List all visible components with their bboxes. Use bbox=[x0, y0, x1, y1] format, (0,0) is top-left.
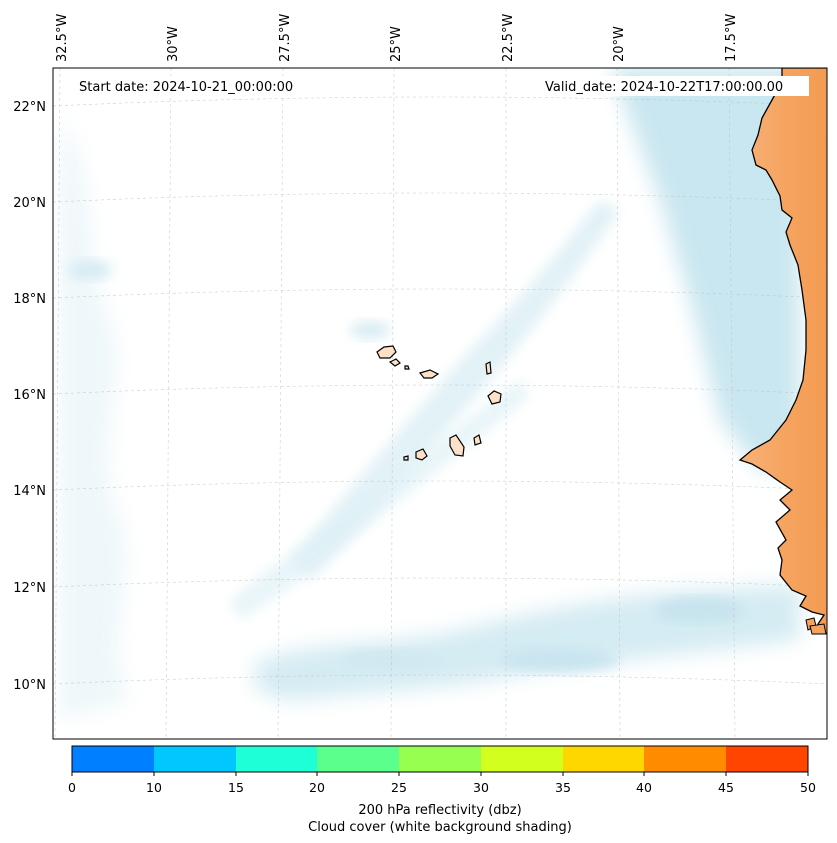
colorbar-label-line1: 200 hPa reflectivity (dbz) bbox=[358, 803, 521, 818]
colorbar-segment-7 bbox=[644, 746, 726, 772]
colorbar-label-line2: Cloud cover (white background shading) bbox=[308, 820, 572, 835]
colorbar-tick-15: 15 bbox=[228, 780, 244, 795]
cloud-band-northeast bbox=[610, 68, 800, 470]
cloud-patch-3 bbox=[500, 648, 620, 672]
colorbar-tick-30: 30 bbox=[473, 780, 489, 795]
colorbar-segment-1 bbox=[154, 746, 236, 772]
start-date-box bbox=[73, 76, 313, 96]
cloud-patch-2 bbox=[350, 321, 390, 339]
island-santa-luzia bbox=[404, 365, 410, 370]
cloud-patch-4 bbox=[340, 650, 440, 670]
valid-date-label: Valid_date: 2024-10-22T17:00:00.00 bbox=[545, 80, 783, 95]
valid-date-box bbox=[539, 76, 809, 96]
graticule bbox=[53, 68, 827, 739]
colorbar-tick-labels: 0 10 15 20 25 30 35 40 45 50 bbox=[68, 780, 816, 795]
lat-label-18n: 18°N bbox=[13, 292, 46, 307]
africa-landmass bbox=[738, 68, 827, 635]
island-sal bbox=[485, 361, 492, 375]
lon-label-30w: 30°W bbox=[166, 26, 181, 62]
lat-label-10n: 10°N bbox=[13, 678, 46, 693]
colorbar-tick-50: 50 bbox=[800, 780, 816, 795]
colorbar-segment-5 bbox=[481, 746, 563, 772]
cloud-patch-5 bbox=[655, 598, 745, 622]
cape-verde-islands bbox=[376, 345, 502, 461]
lon-label-17-5w: 17.5°W bbox=[724, 14, 739, 62]
lon-label-22-5w: 22.5°W bbox=[501, 14, 516, 62]
cloud-cover-shading bbox=[60, 68, 801, 720]
colorbar-tick-20: 20 bbox=[309, 780, 325, 795]
lon-label-25w: 25°W bbox=[389, 26, 404, 62]
colorbar: 0 10 15 20 25 30 35 40 45 50 200 hPa ref… bbox=[68, 745, 816, 835]
colorbar-segment-2 bbox=[236, 746, 317, 772]
colorbar-segment-4 bbox=[399, 746, 481, 772]
lon-label-32-5w: 32.5°W bbox=[55, 14, 70, 62]
island-fogo bbox=[415, 448, 428, 461]
colorbar-segment-3 bbox=[317, 746, 399, 772]
latitude-labels: 22°N 20°N 18°N 16°N 14°N 12°N 10°N bbox=[13, 100, 46, 693]
lat-label-22n: 22°N bbox=[13, 100, 46, 115]
island-sao-vicente bbox=[388, 358, 401, 367]
colorbar-tick-35: 35 bbox=[555, 780, 571, 795]
lon-label-20w: 20°W bbox=[612, 26, 627, 62]
island-santo-antao bbox=[376, 345, 397, 359]
colorbar-tick-marks bbox=[71, 772, 809, 776]
colorbar-tick-45: 45 bbox=[718, 780, 734, 795]
colorbar-segment-6 bbox=[563, 746, 644, 772]
lat-label-16n: 16°N bbox=[13, 388, 46, 403]
map-content bbox=[53, 68, 827, 739]
longitude-labels: 32.5°W 30°W 27.5°W 25°W 22.5°W 20°W 17.5… bbox=[55, 14, 739, 62]
map-frame bbox=[52, 67, 828, 740]
colorbar-tick-10: 10 bbox=[146, 780, 162, 795]
colorbar-segment-8 bbox=[726, 746, 808, 772]
coast-islet-2 bbox=[809, 623, 827, 635]
colorbar-tick-25: 25 bbox=[391, 780, 407, 795]
colorbar-tick-0: 0 bbox=[68, 780, 76, 795]
colorbar-tick-40: 40 bbox=[636, 780, 652, 795]
island-santiago bbox=[449, 434, 465, 457]
colorbar-frame bbox=[71, 745, 809, 773]
lat-label-20n: 20°N bbox=[13, 196, 46, 211]
lon-label-27-5w: 27.5°W bbox=[278, 14, 293, 62]
start-date-label: Start date: 2024-10-21_00:00:00 bbox=[79, 80, 293, 95]
lat-label-12n: 12°N bbox=[13, 581, 46, 596]
island-maio bbox=[473, 434, 482, 446]
island-brava bbox=[403, 455, 409, 461]
cloud-streak-diagonal-1 bbox=[290, 200, 620, 580]
cloud-patch-1 bbox=[68, 260, 112, 280]
island-boa-vista bbox=[487, 390, 502, 405]
colorbar-segment-0 bbox=[72, 746, 154, 772]
lat-label-14n: 14°N bbox=[13, 484, 46, 499]
island-sao-nicolau bbox=[418, 369, 440, 379]
